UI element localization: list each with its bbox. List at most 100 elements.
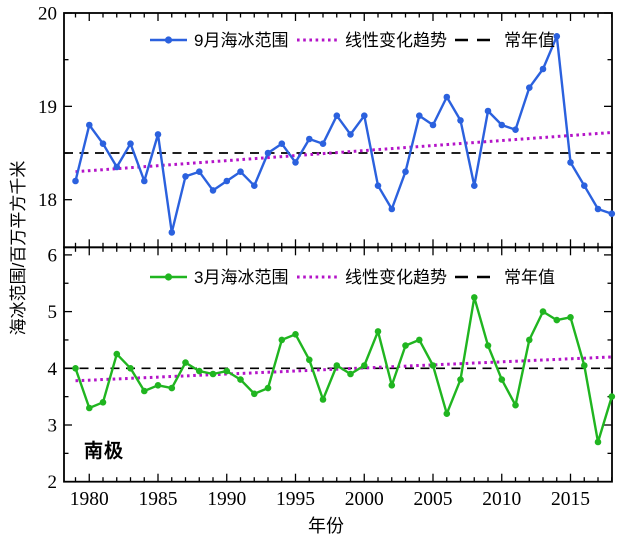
march-point-2006 <box>443 410 451 418</box>
march-point-2018 <box>608 393 616 400</box>
march-x-ticks <box>74 247 613 482</box>
september-point-1981 <box>99 140 107 147</box>
legend-trend-label: 线性变化趋势 <box>345 268 447 287</box>
september-panel: 18 19 20 9月海冰范围 线性变化趋势 常年值 <box>38 4 616 249</box>
x-tick-label-2010: 2010 <box>482 489 521 510</box>
september-point-2007 <box>457 117 464 124</box>
x-tick-label-1995: 1995 <box>276 489 315 510</box>
legend-normal-label: 常年值 <box>504 31 555 50</box>
september-point-2018 <box>608 210 616 217</box>
x-tick-label-2000: 2000 <box>345 489 384 510</box>
march-point-2009 <box>484 342 492 349</box>
antarctic-label: 南极 <box>84 441 125 462</box>
september-point-2006 <box>443 93 451 101</box>
march-point-1980 <box>86 404 93 412</box>
september-point-2011 <box>512 126 519 133</box>
march-point-1982 <box>113 350 121 358</box>
march-point-1981 <box>99 399 107 406</box>
september-point-1980 <box>86 121 93 129</box>
legend-series-label: 3月海冰范围 <box>194 268 288 287</box>
march-markers <box>72 294 616 446</box>
march-point-2002 <box>388 382 396 389</box>
march-point-1993 <box>264 384 272 392</box>
september-point-1999 <box>347 131 354 138</box>
march-point-2012 <box>526 336 533 344</box>
legend-series-label: 9月海冰范围 <box>194 31 288 50</box>
x-tick-label-2015: 2015 <box>551 489 590 510</box>
march-point-1991 <box>237 376 244 383</box>
x-tick-label-1980: 1980 <box>70 489 109 510</box>
legend-trend-label: 线性变化趋势 <box>345 31 447 50</box>
march-point-2011 <box>512 401 519 409</box>
march-ytick-label-2: 2 <box>48 472 58 493</box>
march-line <box>74 296 613 444</box>
september-point-2017 <box>594 205 602 213</box>
september-point-1988 <box>196 168 203 175</box>
september-point-2013 <box>539 65 547 73</box>
legend-series-marker <box>164 273 173 281</box>
march-point-1988 <box>196 367 203 375</box>
x-tick-label-1990: 1990 <box>207 489 246 510</box>
march-point-2015 <box>567 314 574 321</box>
september-point-1998 <box>333 112 341 119</box>
legend-normal-label: 常年值 <box>504 268 555 287</box>
x-axis-title: 年份 <box>308 516 344 536</box>
september-point-1990 <box>223 177 231 185</box>
march-point-1997 <box>319 396 327 403</box>
march-point-2004 <box>416 336 423 344</box>
march-point-1998 <box>333 362 341 369</box>
march-point-2013 <box>539 308 547 315</box>
march-point-1984 <box>141 387 148 395</box>
march-point-2014 <box>553 316 561 324</box>
september-point-1982 <box>113 163 121 171</box>
march-point-1987 <box>182 359 189 366</box>
september-line <box>74 35 613 234</box>
september-point-2000 <box>361 112 368 119</box>
september-point-2004 <box>416 112 423 119</box>
march-point-2017 <box>594 438 602 446</box>
march-point-2001 <box>374 328 382 335</box>
september-point-2009 <box>484 107 492 115</box>
september-ytick-label-19: 19 <box>38 97 57 118</box>
september-point-2014 <box>553 33 561 40</box>
september-point-2010 <box>498 121 506 129</box>
september-point-1993 <box>264 149 272 157</box>
september-point-2016 <box>581 182 588 189</box>
legend-march: 3月海冰范围 线性变化趋势 常年值 <box>150 268 555 287</box>
september-point-1985 <box>154 131 162 138</box>
september-point-1995 <box>292 159 299 166</box>
march-point-1979 <box>72 365 79 372</box>
september-point-2012 <box>526 84 533 91</box>
legend-series-marker <box>164 36 173 44</box>
march-ytick-label-6: 6 <box>48 245 58 266</box>
y-axis-title: 海冰范围/百万平方千米 <box>9 160 28 336</box>
september-point-1994 <box>278 140 286 147</box>
september-point-1992 <box>251 182 258 189</box>
march-point-1985 <box>154 382 162 389</box>
september-ytick-label-20: 20 <box>38 4 57 25</box>
september-point-1979 <box>72 177 79 185</box>
september-point-2008 <box>471 182 478 189</box>
x-tick-label-2005: 2005 <box>414 489 453 510</box>
march-point-1983 <box>127 365 134 372</box>
march-point-1989 <box>209 370 217 378</box>
march-point-1996 <box>306 356 313 364</box>
march-point-2016 <box>581 362 588 369</box>
march-point-1990 <box>223 367 231 375</box>
legend-september: 9月海冰范围 线性变化趋势 常年值 <box>150 31 555 50</box>
september-point-2002 <box>388 205 396 213</box>
march-panel: 2 3 4 5 6 3月海冰范围 线性变化趋势 常年值 <box>48 245 616 493</box>
september-markers <box>72 33 616 236</box>
march-point-1995 <box>292 331 299 338</box>
march-point-2007 <box>457 376 464 383</box>
september-ytick-label-18: 18 <box>38 190 57 211</box>
march-point-1994 <box>278 336 286 344</box>
march-ytick-label-4: 4 <box>48 359 58 380</box>
september-point-1987 <box>182 173 189 180</box>
september-point-1983 <box>127 140 134 147</box>
x-tick-labels: 1980 1985 1990 1995 2000 2005 2010 2015 <box>70 489 590 510</box>
march-point-2008 <box>471 294 478 301</box>
march-point-1992 <box>251 390 258 398</box>
